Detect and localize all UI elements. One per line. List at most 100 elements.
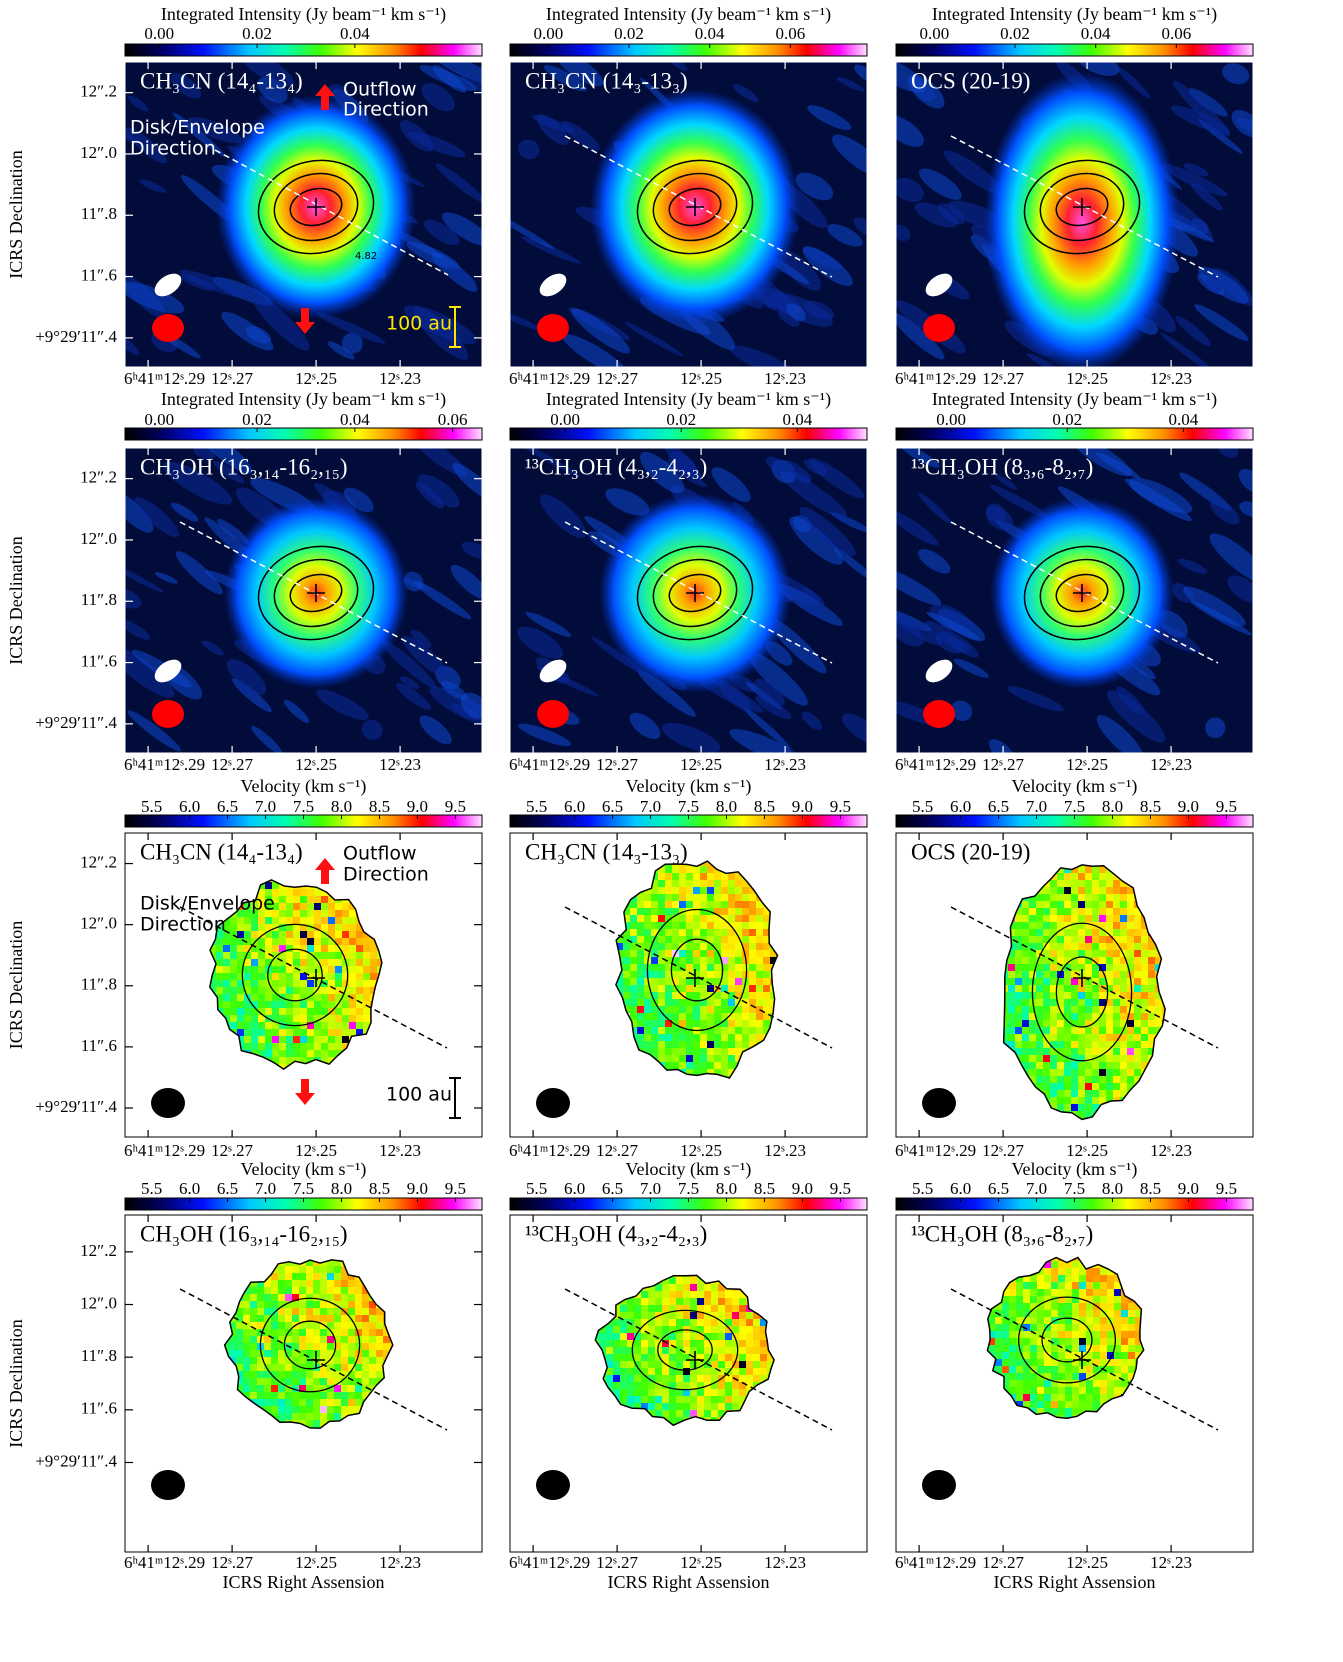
velocity-pixel (725, 1389, 733, 1397)
velocity-pixel (300, 1057, 308, 1065)
velocity-pixel (271, 1329, 279, 1337)
velocity-pixel (327, 1413, 335, 1421)
x-tick-label: 12ˢ.25 (1066, 755, 1108, 774)
velocity-pixel (697, 1284, 705, 1292)
velocity-pixel (209, 945, 217, 953)
velocity-pixel (1057, 1041, 1065, 1049)
velocity-pixel (665, 1062, 673, 1070)
beam (154, 659, 182, 683)
velocity-pixel (1134, 1006, 1142, 1014)
velocity-pixel (700, 1034, 708, 1042)
noise (808, 458, 865, 499)
velocity-pixel (1015, 1048, 1023, 1056)
velocity-pixel (257, 1329, 265, 1337)
contour (1055, 573, 1109, 613)
annotation: Outflow (343, 843, 417, 865)
velocity-pixel (690, 1319, 698, 1327)
velocity-pixel (746, 1326, 754, 1334)
contour (657, 1329, 713, 1371)
noise (125, 127, 168, 164)
velocity-pixel (1015, 922, 1023, 930)
colorbar-tick-label: 0.00 (919, 24, 949, 43)
velocity-pixel (686, 922, 694, 930)
velocity-pixel (1065, 1275, 1073, 1283)
velocity-pixel (704, 1410, 712, 1418)
velocity-pixel (693, 922, 701, 930)
velocity-pixel (1127, 992, 1135, 1000)
velocity-pixel (756, 964, 764, 972)
velocity-pixel (244, 1015, 252, 1023)
velocity-pixel (320, 1371, 328, 1379)
velocity-pixel (349, 973, 357, 981)
velocity-pixel (328, 952, 336, 960)
velocity-pixel (300, 973, 308, 981)
velocity-pixel (732, 1361, 740, 1369)
velocity-pixel (756, 943, 764, 951)
velocity-pixel (620, 1396, 628, 1404)
colorbar-title: Integrated Intensity (Jy beam⁻¹ km s⁻¹) (932, 4, 1217, 25)
velocity-pixel (1134, 943, 1142, 951)
contour (1023, 545, 1141, 641)
velocity-pixel (599, 1340, 607, 1348)
noise (907, 74, 945, 109)
velocity-pixel (314, 980, 322, 988)
velocity-pixel (1078, 936, 1086, 944)
velocity-pixel (1085, 1055, 1093, 1063)
x-tick-label: 12ˢ.23 (764, 369, 806, 388)
velocity-pixel (335, 931, 343, 939)
velocity-pixel (672, 992, 680, 1000)
velocity-pixel (250, 1336, 258, 1344)
velocity-pixel (704, 1396, 712, 1404)
velocity-pixel (1085, 1048, 1093, 1056)
velocity-pixel (335, 973, 343, 981)
velocity-pixel (1085, 915, 1093, 923)
velocity-pixel (655, 1319, 663, 1327)
velocity-pixel (749, 936, 757, 944)
velocity-pixel (1106, 978, 1114, 986)
noise (640, 451, 685, 494)
noise (1115, 65, 1151, 99)
velocity-pixel (229, 1322, 237, 1330)
velocity-pixel (355, 1378, 363, 1386)
velocity-pixel (327, 1364, 335, 1372)
velocity-pixel (711, 1298, 719, 1306)
velocity-pixel (707, 957, 715, 965)
velocity-pixel (732, 1396, 740, 1404)
velocity-pixel (1085, 1041, 1093, 1049)
velocity-pixel (292, 1266, 300, 1274)
velocity-pixel (651, 929, 659, 937)
velocity-pixel (292, 1308, 300, 1316)
velocity-pixel (707, 922, 715, 930)
noise (926, 611, 980, 640)
velocity-pixel (616, 936, 624, 944)
velocity-pixel (714, 957, 722, 965)
velocity-pixel (321, 1008, 329, 1016)
velocity-pixel (693, 887, 701, 895)
velocity-pixel (1085, 978, 1093, 986)
velocity-pixel (1085, 957, 1093, 965)
velocity-pixel (683, 1382, 691, 1390)
velocity-pixel (258, 889, 266, 897)
velocity-pixel (1099, 866, 1107, 874)
noise (440, 680, 468, 701)
velocity-pixel (718, 1396, 726, 1404)
velocity-pixel (1078, 950, 1086, 958)
velocity-pixel (362, 1315, 370, 1323)
velocity-pixel (349, 1008, 357, 1016)
velocity-pixel (363, 980, 371, 988)
velocity-pixel (237, 1022, 245, 1030)
velocity-pixel (1050, 936, 1058, 944)
velocity-pixel (683, 1319, 691, 1327)
velocity-pixel (1071, 866, 1079, 874)
velocity-pixel (1148, 1013, 1156, 1021)
velocity-pixel (718, 1410, 726, 1418)
y-tick-label: +9°29′11″.4 (35, 1097, 117, 1116)
velocity-pixel (271, 1287, 279, 1295)
velocity-pixel (278, 1280, 286, 1288)
noise (399, 676, 420, 689)
velocity-pixel (250, 1350, 258, 1358)
velocity-pixel (1064, 1013, 1072, 1021)
velocity-pixel (679, 985, 687, 993)
velocity-pixel (223, 924, 231, 932)
velocity-pixel (320, 1420, 328, 1428)
